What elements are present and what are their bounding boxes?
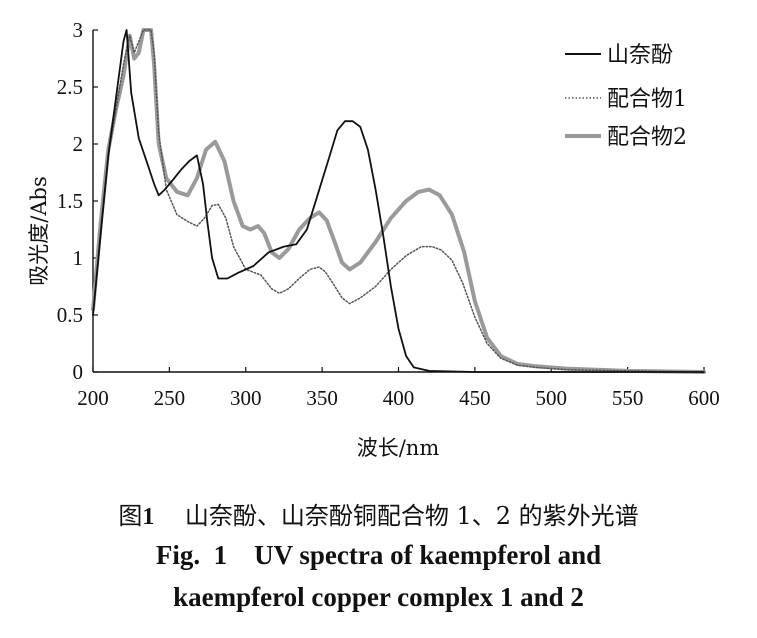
x-tick-label: 200 bbox=[77, 386, 109, 410]
legend-label-complex-1: 配合物1 bbox=[607, 87, 687, 112]
x-tick-label: 450 bbox=[459, 386, 491, 410]
y-tick-label: 1.5 bbox=[57, 189, 83, 213]
x-tick-label: 300 bbox=[230, 386, 262, 410]
y-tick-label: 3 bbox=[73, 18, 84, 42]
legend: 山奈酚 配合物1 配合物2 bbox=[565, 43, 687, 150]
figure-caption-english-line-1: Fig. 1 UV spectra of kaempferol and bbox=[155, 540, 602, 570]
series-complex-1-line bbox=[92, 29, 705, 373]
series-kaempferol-line bbox=[92, 29, 705, 373]
figure-caption-chinese: 图1 山奈酚、山奈酚铜配合物 1、2 的紫外光谱 bbox=[0, 496, 757, 531]
caption-cn-spacer bbox=[154, 502, 185, 530]
y-tick-label: 0.5 bbox=[57, 303, 83, 327]
uv-spectra-chart: 200 250 300 350 400 450 500 550 600 0 0.5 1 1.5 2 2.5… bbox=[27, 18, 720, 460]
x-tick-label: 550 bbox=[612, 386, 644, 410]
legend-label-kaempferol: 山奈酚 bbox=[607, 43, 673, 68]
x-axis-ticks: 200 250 300 350 400 450 500 550 600 bbox=[77, 367, 720, 410]
series-complex-2-line bbox=[91, 28, 706, 374]
x-tick-label: 500 bbox=[536, 386, 568, 410]
caption-cn-number: 1 bbox=[142, 504, 155, 530]
y-tick-label: 2 bbox=[73, 132, 84, 156]
caption-cn-text: 山奈酚、山奈酚铜配合物 1、2 的紫外光谱 bbox=[184, 502, 639, 530]
y-tick-label: 2.5 bbox=[57, 75, 83, 99]
y-axis-title: 吸光度/Abs bbox=[27, 176, 51, 285]
x-tick-label: 400 bbox=[383, 386, 415, 410]
caption-cn-prefix: 图 bbox=[118, 502, 143, 530]
x-tick-label: 350 bbox=[306, 386, 338, 410]
x-tick-label: 600 bbox=[688, 386, 720, 410]
legend-label-complex-2: 配合物2 bbox=[607, 125, 687, 150]
figure-caption-english-line-2: kaempferol copper complex 1 and 2 bbox=[173, 582, 584, 612]
y-tick-label: 1 bbox=[73, 246, 84, 270]
x-axis-title: 波长/nm bbox=[357, 436, 440, 460]
y-axis-ticks: 0 0.5 1 1.5 2 2.5 3 bbox=[57, 18, 98, 384]
x-tick-label: 250 bbox=[154, 386, 186, 410]
series-layer bbox=[91, 28, 706, 374]
y-tick-label: 0 bbox=[73, 360, 84, 384]
